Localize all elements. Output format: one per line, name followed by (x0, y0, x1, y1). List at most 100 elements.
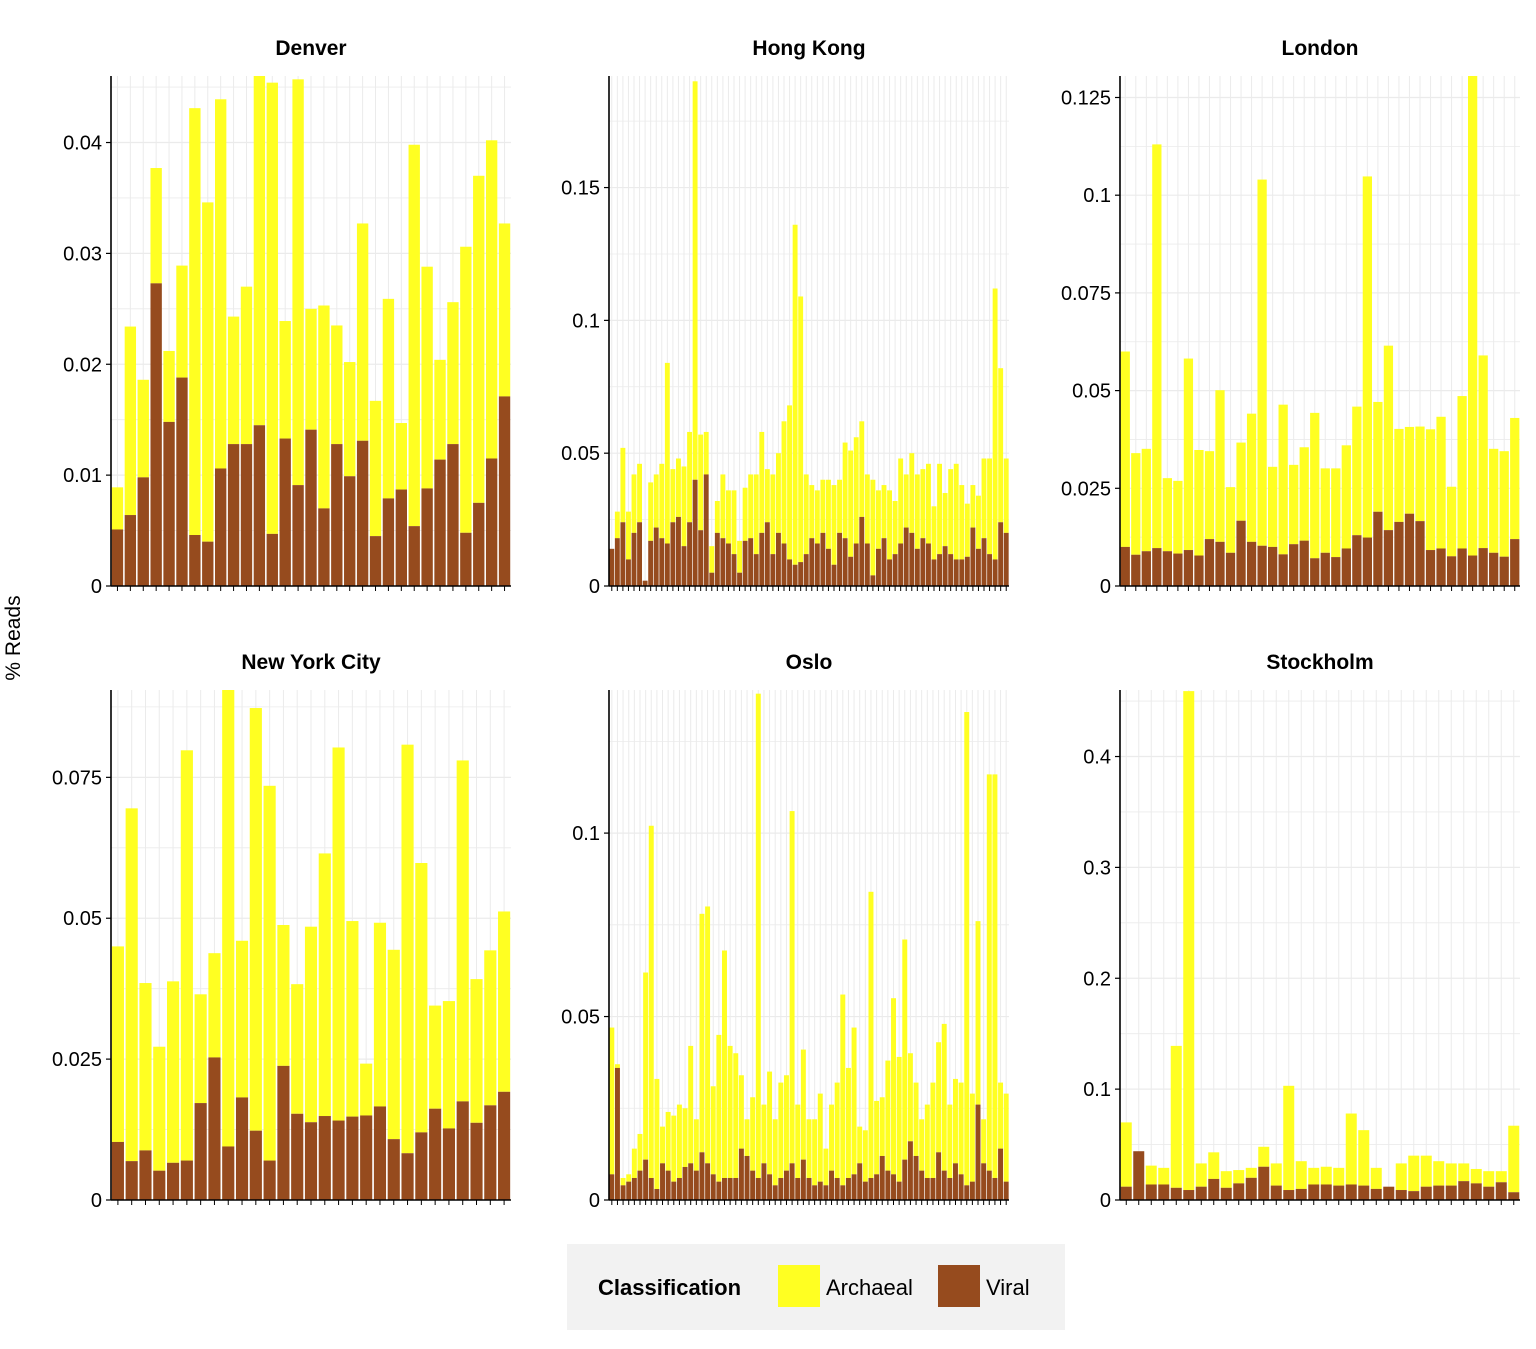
bar-archaeal (1162, 478, 1172, 552)
bar-archaeal (369, 400, 382, 537)
bar-archaeal (235, 940, 249, 1098)
bar-viral (998, 522, 1004, 586)
bar-viral (742, 540, 748, 586)
bar-viral (1152, 548, 1162, 586)
y-tick-label: 0.05 (1072, 381, 1111, 403)
y-tick-label: 0.1 (1083, 185, 1111, 207)
bar-viral (806, 1177, 812, 1200)
bar-viral (920, 538, 926, 586)
bar-viral (975, 1104, 981, 1200)
bar-viral (778, 1177, 784, 1200)
bar-viral (626, 1181, 632, 1200)
bar-viral (705, 1163, 711, 1200)
bar-archaeal (891, 998, 896, 1175)
bar-archaeal (789, 811, 795, 1164)
bar-viral (681, 546, 687, 586)
bar-archaeal (176, 265, 188, 378)
bar-archaeal (903, 474, 909, 528)
bar-viral (1204, 539, 1215, 586)
bar-archaeal (1333, 1167, 1345, 1186)
bar-archaeal (139, 983, 152, 1151)
bar-viral (898, 543, 904, 586)
bar-archaeal (1446, 486, 1457, 557)
y-tick-label: 0.075 (1061, 283, 1111, 305)
bar-viral (795, 1177, 801, 1200)
bar-viral (823, 1185, 829, 1200)
bar-archaeal (727, 1045, 733, 1178)
bar-archaeal (693, 1119, 699, 1171)
bar-viral (837, 532, 842, 586)
bar-archaeal (318, 853, 331, 1117)
bar-archaeal (1320, 468, 1330, 553)
bar-archaeal (987, 458, 992, 555)
bar-viral (1120, 1186, 1132, 1200)
bar-archaeal (792, 224, 798, 565)
bar-archaeal (920, 469, 926, 539)
bar-viral (498, 1091, 511, 1200)
bar-archaeal (382, 298, 395, 499)
bar-archaeal (885, 1060, 891, 1171)
bar-viral (124, 515, 137, 586)
bar-archaeal (620, 447, 626, 523)
bar-archaeal (948, 469, 954, 555)
bar-viral (998, 1148, 1004, 1200)
bar-archaeal (1362, 176, 1372, 538)
bar-archaeal (1289, 464, 1299, 545)
legend-label-viral: Viral (986, 1275, 1030, 1300)
panel-denver: Denver 0 0.01 0.02 0.03 0.04 (63, 37, 511, 598)
bar-archaeal (814, 490, 820, 544)
bar-archaeal (484, 950, 497, 1106)
bar-viral (864, 543, 870, 586)
bar-archaeal (755, 693, 761, 1178)
bar-viral (857, 1163, 863, 1200)
bar-viral (137, 477, 149, 586)
bar-archaeal (931, 506, 937, 560)
bar-viral (318, 508, 330, 586)
bar-viral (111, 529, 124, 586)
bar-viral (1358, 1185, 1370, 1200)
bar-viral (332, 1120, 345, 1200)
bar-archaeal (976, 495, 981, 549)
y-tick-label: 0.05 (63, 908, 102, 930)
bar-archaeal (781, 421, 787, 544)
bar-archaeal (1194, 450, 1204, 556)
bar-viral (473, 502, 485, 586)
bar-viral (1283, 1190, 1295, 1200)
bar-viral (903, 527, 909, 586)
bar-viral (744, 1155, 750, 1200)
bar-viral (1170, 1187, 1182, 1200)
bar-viral (1508, 1192, 1520, 1200)
bar-viral (986, 1170, 992, 1200)
y-tick-label: 0.04 (63, 133, 102, 155)
bar-archaeal (637, 1133, 643, 1171)
bar-viral (659, 538, 665, 586)
bar-archaeal (737, 540, 742, 573)
bar-viral (609, 548, 615, 586)
y-tick-label: 0.1 (572, 823, 600, 845)
bar-archaeal (473, 175, 485, 503)
bar-archaeal (744, 1119, 750, 1156)
bar-viral (851, 1174, 857, 1200)
bar-viral (714, 532, 720, 586)
bar-viral (896, 1181, 902, 1200)
bar-archaeal (137, 379, 149, 478)
bar-archaeal (845, 1067, 851, 1178)
y-tick-label: 0.01 (63, 465, 102, 487)
bar-archaeal (279, 321, 291, 439)
bar-viral (1433, 1185, 1445, 1200)
bar-archaeal (291, 984, 304, 1114)
bar-viral (1510, 539, 1520, 586)
bar-viral (698, 530, 704, 586)
bar-viral (1425, 550, 1436, 586)
bar-archaeal (913, 1082, 919, 1156)
bar-archaeal (992, 774, 998, 1178)
legend-swatch-archaeal (778, 1265, 820, 1307)
bar-viral (631, 1177, 637, 1200)
bar-archaeal (447, 302, 459, 445)
bar-archaeal (676, 1104, 682, 1178)
bar-viral (111, 1141, 124, 1200)
bar-archaeal (227, 316, 240, 445)
bar-archaeal (834, 1082, 840, 1178)
bar-viral (931, 559, 937, 586)
bar-viral (1470, 1183, 1482, 1200)
